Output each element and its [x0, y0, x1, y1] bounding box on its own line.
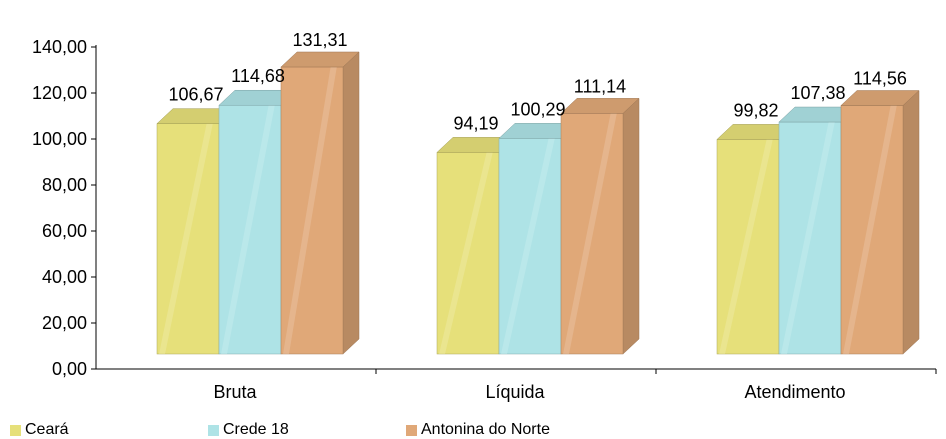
bar-side-face	[622, 97, 640, 355]
bar-front-face	[778, 121, 842, 355]
bar-top-face	[280, 51, 360, 68]
data-label: 100,29	[510, 99, 565, 119]
bar-highlight	[719, 139, 773, 354]
data-label: 114,56	[853, 69, 907, 89]
chart-axes: 0,00 20,00 40,00 60,00 80,00 100,00 120,00 140,…	[32, 37, 937, 402]
bar-front-face	[560, 113, 624, 355]
bar-front-face	[218, 104, 282, 355]
bar-front-face	[498, 138, 562, 355]
legend-item-antonina: Antonina do Norte	[406, 421, 550, 439]
data-label: 106,67	[168, 85, 223, 105]
y-tick-label: 80,00	[42, 175, 87, 195]
bar-highlight	[283, 66, 337, 354]
bar-highlight	[221, 105, 275, 355]
legend-swatch-ceara	[10, 424, 21, 436]
bar-front-face	[436, 152, 500, 355]
bar-side-face	[342, 51, 360, 355]
y-tick-label: 100,00	[32, 129, 87, 149]
bar-top-face	[840, 90, 920, 106]
bar-highlight	[501, 138, 555, 354]
legend-item-crede-18: Crede 18	[208, 421, 289, 439]
x-tick-label: Líquida	[485, 382, 545, 402]
bar-highlight	[563, 113, 617, 355]
bar-front-face	[716, 139, 780, 355]
bar	[218, 89, 298, 355]
y-tick-label: 20,00	[42, 313, 87, 333]
y-tick-label: 120,00	[32, 83, 87, 103]
legend-swatch-antonina	[406, 424, 417, 436]
x-tick-label: Bruta	[213, 382, 257, 402]
bar	[280, 51, 360, 355]
data-label: 111,14	[574, 76, 626, 96]
y-tick-label: 40,00	[42, 267, 87, 287]
legend-swatch-crede-18	[208, 424, 219, 436]
y-tick-label: 140,00	[32, 37, 87, 57]
y-tick-label: 0,00	[52, 359, 87, 379]
chart-data-labels: 106,67 114,68 131,31 94,19 100,29 111,14 99,82…	[168, 30, 906, 133]
data-label: 99,82	[733, 100, 778, 120]
bar-highlight	[159, 123, 213, 354]
legend-label-crede-18: Crede 18	[223, 421, 289, 438]
bar-top-face	[560, 98, 640, 114]
legend-item-ceara: Ceará	[10, 421, 69, 439]
y-tick-label: 60,00	[42, 221, 87, 241]
data-label: 107,38	[790, 83, 845, 103]
data-label: 94,19	[453, 113, 498, 133]
bar	[560, 97, 640, 355]
bar-highlight	[781, 122, 835, 354]
legend-label-ceara: Ceará	[25, 421, 69, 438]
data-label: 114,68	[231, 66, 285, 86]
x-tick-label: Atendimento	[744, 382, 845, 402]
bar-highlight	[439, 152, 493, 354]
legend: Ceará Crede 18 Antonina do Norte	[0, 419, 946, 439]
chart-bars	[156, 51, 920, 355]
bar	[840, 89, 920, 355]
legend-label-antonina: Antonina do Norte	[421, 421, 550, 438]
bar-highlight	[843, 105, 897, 355]
bar-front-face	[280, 66, 344, 355]
bar-side-face	[902, 89, 920, 355]
bar-chart: 0,00 20,00 40,00 60,00 80,00 100,00 120,00 140,…	[32, 30, 937, 402]
data-label: 131,31	[292, 30, 347, 50]
